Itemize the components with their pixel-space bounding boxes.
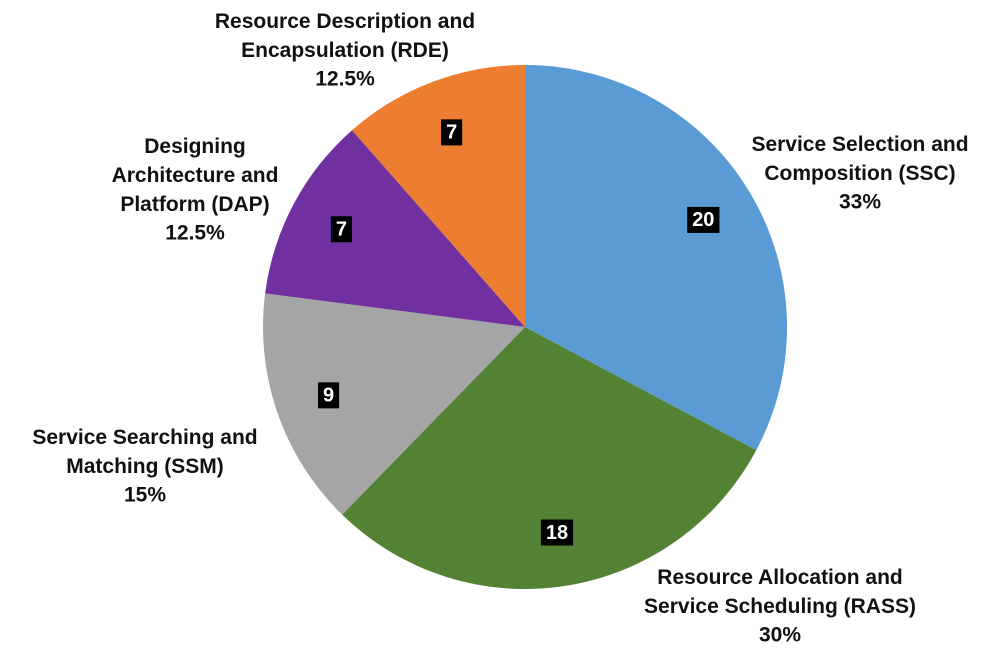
pie-slice (352, 65, 525, 327)
value-label: 18 (546, 522, 568, 544)
category-label-line: Service Selection and (751, 133, 968, 156)
category-label-line: Encapsulation (RDE) (241, 39, 449, 62)
value-label-box (441, 119, 463, 146)
category-label: Resource Allocation and Service Schedulin… (644, 566, 916, 618)
pie-slice (525, 65, 788, 451)
pie-slice (265, 130, 525, 327)
value-label: 20 (692, 209, 714, 231)
percent-label: 15% (124, 484, 166, 507)
pie-slice (342, 327, 757, 590)
category-label: Resource Description and Encapsulation (R… (215, 10, 475, 62)
category-label: Service Searching and Matching (SSM) (32, 426, 257, 478)
category-label-line: Resource Allocation and (657, 566, 902, 589)
category-label-line: Resource Description and (215, 10, 475, 33)
value-label: 7 (446, 122, 457, 144)
pie-slice (263, 293, 525, 515)
category-label-line: Service Scheduling (RASS) (644, 595, 916, 618)
value-label-box (687, 206, 720, 233)
percent-label: 12.5% (165, 222, 225, 245)
percent-label: 12.5% (315, 68, 375, 91)
value-label: 9 (323, 385, 334, 407)
category-label-line: Matching (SSM) (66, 455, 224, 478)
category-label-line: Service Searching and (32, 426, 257, 449)
category-label: Designing Architecture and Platform (DAP) (112, 135, 279, 216)
value-label-box (330, 216, 352, 243)
value-label-box (317, 382, 340, 409)
percent-label: 33% (839, 191, 881, 214)
category-label-line: Composition (SSC) (764, 162, 955, 185)
category-label-line: Architecture and (112, 164, 279, 187)
value-label-box (540, 519, 574, 546)
category-label-line: Platform (DAP) (120, 193, 269, 216)
value-label: 7 (336, 219, 347, 241)
category-label-line: Designing (144, 135, 246, 158)
category-label: Service Selection and Composition (SSC) (751, 133, 968, 185)
percent-label: 30% (759, 624, 801, 647)
